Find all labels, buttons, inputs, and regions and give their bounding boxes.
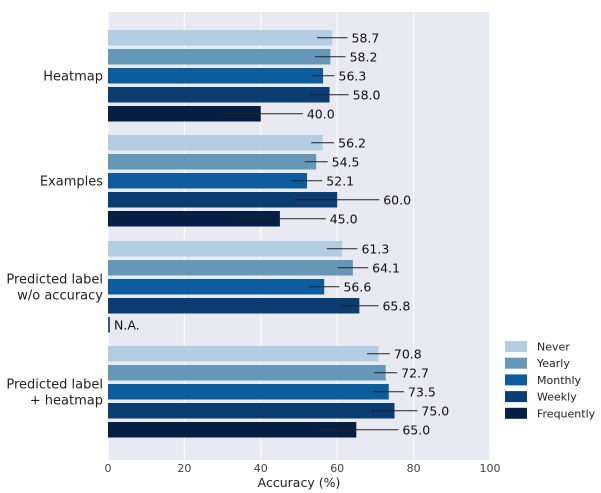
bar [108,384,389,400]
data-label: 73.5 [408,384,436,399]
data-label: 56.6 [343,279,371,294]
x-tick-label: 20 [177,462,191,475]
legend-label: Yearly [536,357,570,370]
bar [108,173,308,189]
bar [108,68,324,84]
legend-label: Weekly [537,391,577,404]
data-label: 56.2 [338,135,366,150]
x-tick-label: 0 [105,462,112,475]
bar [108,422,357,438]
data-label: 45.0 [330,211,358,226]
bars-layer: 58.7 58.2 56.3 58.0 40.056.2 54.5 52.1 60.0 45.0… [108,30,449,438]
data-label: 65.0 [402,422,430,437]
group-label: Examples [40,174,103,189]
group-labels: Heatmap Examples Predicted label w/o accura… [6,69,103,408]
x-axis-label: Accuracy (%) [258,475,341,490]
legend: Never Yearly Monthly Weekly Frequently [505,341,596,420]
bar [108,154,317,170]
data-label: 40.0 [307,106,335,121]
legend-label: Never [537,341,570,354]
bar [108,298,360,314]
bar [108,49,331,65]
data-label: 54.5 [332,154,360,169]
x-ticks: 0 20 40 60 80 100 [105,462,501,475]
data-label: 60.0 [383,192,411,207]
bar [108,260,353,276]
legend-label: Frequently [537,407,596,420]
group-label: Predicted label + heatmap [6,377,103,408]
data-label: 58.7 [352,30,380,45]
bar [108,211,280,227]
bar [108,106,261,122]
data-label: 70.8 [394,346,422,361]
bar [108,279,325,295]
data-label: 61.3 [361,241,389,256]
bar [108,403,395,419]
x-tick-label: 80 [407,462,421,475]
legend-label: Monthly [537,374,582,387]
data-label: 72.7 [401,365,429,380]
x-tick-label: 60 [330,462,344,475]
data-label: N.A. [114,317,140,332]
legend-swatch [505,391,527,403]
legend-swatch [505,374,527,386]
bar [108,87,330,103]
data-label: 65.8 [382,298,410,313]
x-tick-label: 100 [480,462,501,475]
data-label: 58.2 [350,49,378,64]
data-label: 64.1 [372,260,400,275]
group-label: Heatmap [43,69,103,84]
group-label: Predicted label w/o accuracy [6,272,103,303]
legend-swatch [505,341,527,352]
legend-swatch [505,357,527,369]
legend-swatch [505,407,527,419]
bar [108,241,343,257]
data-label: 58.0 [353,87,381,102]
x-tick-label: 40 [254,462,268,475]
grid-lines [107,12,491,460]
bar [108,192,338,208]
bar [108,30,333,46]
data-label: 75.0 [421,403,449,418]
bar [108,346,379,362]
data-label: 52.1 [326,173,354,188]
data-label: 56.3 [339,68,367,83]
bar [108,365,386,381]
bar [108,135,323,151]
